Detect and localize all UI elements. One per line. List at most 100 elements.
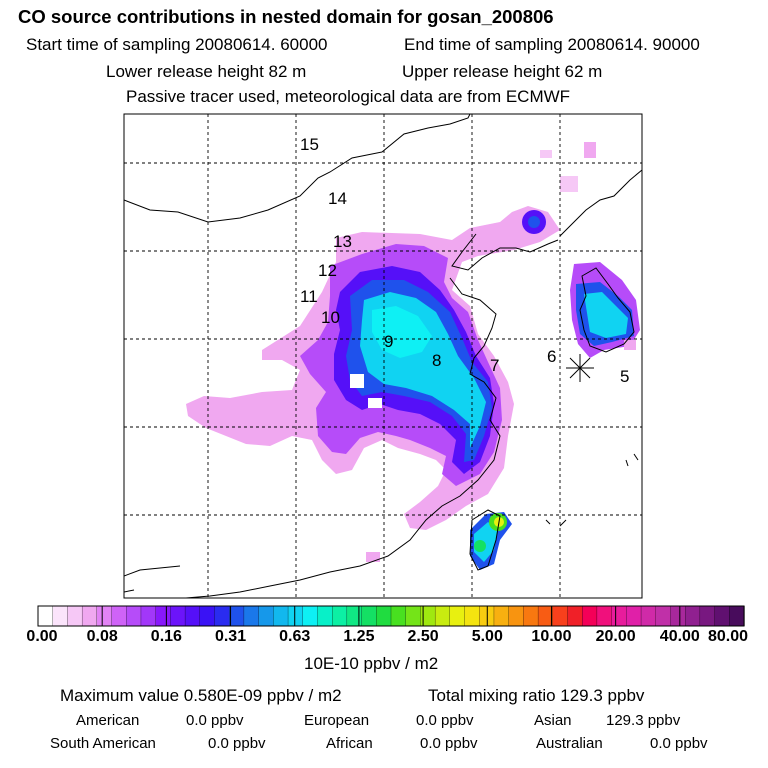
south-american-label: South American bbox=[50, 735, 156, 752]
colorbar-cell bbox=[449, 605, 466, 627]
colorbar-tick-label: 80.00 bbox=[707, 628, 749, 645]
colorbar-cell bbox=[567, 605, 583, 627]
plume-cyan-light bbox=[372, 306, 432, 358]
upper-release-height-label: Upper release height 62 m bbox=[402, 62, 603, 81]
hole-2 bbox=[368, 398, 382, 408]
american-label: American bbox=[76, 712, 140, 729]
colorbar-cell bbox=[52, 605, 69, 627]
colorbar-cell bbox=[640, 605, 657, 627]
traj-label: 15 bbox=[300, 135, 319, 154]
african-value: 0.0 ppbv bbox=[420, 735, 478, 752]
blob-ne-core bbox=[528, 216, 540, 228]
colorbar-tick-label: 5.00 bbox=[471, 628, 503, 645]
blob-south bbox=[366, 552, 380, 562]
colorbar-tick-label: 1.25 bbox=[343, 628, 375, 645]
european-value: 0.0 ppbv bbox=[416, 712, 474, 729]
australian-value: 0.0 ppbv bbox=[650, 735, 708, 752]
total-mixing-ratio: Total mixing ratio 129.3 ppbv bbox=[428, 686, 645, 705]
american-value: 0.0 ppbv bbox=[186, 712, 244, 729]
blob-north-3 bbox=[540, 150, 552, 158]
trajectory-labels: 15 14 13 12 11 10 9 8 7 6 5 bbox=[300, 135, 629, 386]
colorbar-cell bbox=[376, 605, 392, 627]
colorbar-tick-label: 0.16 bbox=[150, 628, 182, 645]
colorbar-cell bbox=[140, 605, 157, 627]
colorbar-cell bbox=[81, 605, 98, 627]
colorbar-cell bbox=[582, 605, 598, 627]
colorbar-tick-label: 0.08 bbox=[86, 628, 118, 645]
traj-label: 12 bbox=[318, 261, 337, 280]
lower-release-height-label: Lower release height 82 m bbox=[106, 62, 307, 81]
colorbar-cell bbox=[346, 605, 363, 627]
blob-north bbox=[560, 176, 578, 192]
colorbar-cell bbox=[126, 605, 142, 627]
colorbar-tick-label: 20.00 bbox=[595, 628, 636, 645]
colorbar-cell bbox=[96, 605, 113, 627]
traj-label: 10 bbox=[321, 308, 340, 327]
colorbar-cell bbox=[302, 605, 319, 627]
colorbar-tick-label: 40.00 bbox=[659, 628, 700, 645]
blob-east bbox=[624, 340, 636, 350]
australian-label: Australian bbox=[536, 735, 603, 752]
colorbar-cells bbox=[37, 605, 745, 627]
colorbar-tick-label: 0.31 bbox=[214, 628, 247, 645]
colorbar-cell bbox=[611, 605, 627, 627]
colorbar-cell bbox=[523, 605, 539, 627]
start-time-label: Start time of sampling 20080614. 60000 bbox=[26, 35, 328, 54]
traj-label: 11 bbox=[300, 287, 318, 306]
maximum-value: Maximum value 0.580E-09 ppbv / m2 bbox=[60, 686, 342, 705]
colorbar-cell bbox=[699, 605, 716, 627]
colorbar-cell bbox=[67, 605, 83, 627]
blob-north-2 bbox=[584, 142, 596, 158]
colorbar-cell bbox=[552, 605, 569, 627]
colorbar-cell bbox=[332, 605, 348, 627]
traj-label: 7 bbox=[490, 356, 499, 375]
colorbar-major-ticks bbox=[37, 606, 745, 626]
colorbar-cell bbox=[626, 605, 642, 627]
colorbar-cell bbox=[155, 605, 172, 627]
european-label: European bbox=[304, 712, 370, 729]
graticule bbox=[124, 114, 642, 598]
colorbar-cell bbox=[258, 605, 274, 627]
traj-label: 9 bbox=[384, 332, 393, 351]
colorbar-cell bbox=[508, 605, 525, 627]
south-american-value: 0.0 ppbv bbox=[208, 735, 266, 752]
colorbar-cell bbox=[184, 605, 201, 627]
colorbar-cell bbox=[170, 605, 186, 627]
colorbar-cell bbox=[714, 605, 730, 627]
coastlines bbox=[124, 114, 642, 598]
colorbar-cell bbox=[214, 605, 230, 627]
map-frame bbox=[123, 113, 643, 599]
asian-value: 129.3 ppbv bbox=[606, 712, 681, 729]
traj-label: 13 bbox=[333, 232, 352, 251]
colorbar-cell bbox=[655, 605, 672, 627]
concentration-field bbox=[186, 142, 640, 570]
colorbar-units: 10E-10 ppbv / m2 bbox=[304, 654, 439, 673]
colorbar-cell bbox=[287, 605, 304, 627]
colorbar-tick-label: 0.00 bbox=[26, 628, 58, 645]
colorbar-tick-label: 2.50 bbox=[407, 628, 439, 645]
traj-label: 6 bbox=[547, 347, 556, 366]
colorbar-cell bbox=[729, 605, 745, 627]
colorbar-cell bbox=[317, 605, 333, 627]
colorbar-cell bbox=[273, 605, 289, 627]
tracer-note: Passive tracer used, meteorological data… bbox=[126, 87, 571, 106]
taiwan-patch-green-2 bbox=[474, 540, 486, 552]
korea-patch-cyan bbox=[584, 292, 628, 338]
asian-label: Asian bbox=[534, 712, 572, 729]
colorbar-tick-label: 10.00 bbox=[531, 628, 572, 645]
colorbar-cell bbox=[493, 605, 510, 627]
colorbar-cell bbox=[405, 605, 422, 627]
colorbar-cell bbox=[199, 605, 216, 627]
hole-1 bbox=[350, 374, 364, 388]
colorbar-cell bbox=[229, 605, 245, 627]
colorbar-cell bbox=[361, 605, 377, 627]
colorbar-cell bbox=[596, 605, 613, 627]
colorbar-cell bbox=[111, 605, 127, 627]
traj-label: 8 bbox=[432, 351, 441, 370]
colorbar-cell bbox=[434, 605, 451, 627]
plot-title: CO source contributions in nested domain… bbox=[18, 6, 554, 27]
colorbar-cell bbox=[243, 605, 260, 627]
colorbar-cell bbox=[464, 605, 480, 627]
receptor-asterisk-icon bbox=[566, 354, 594, 382]
